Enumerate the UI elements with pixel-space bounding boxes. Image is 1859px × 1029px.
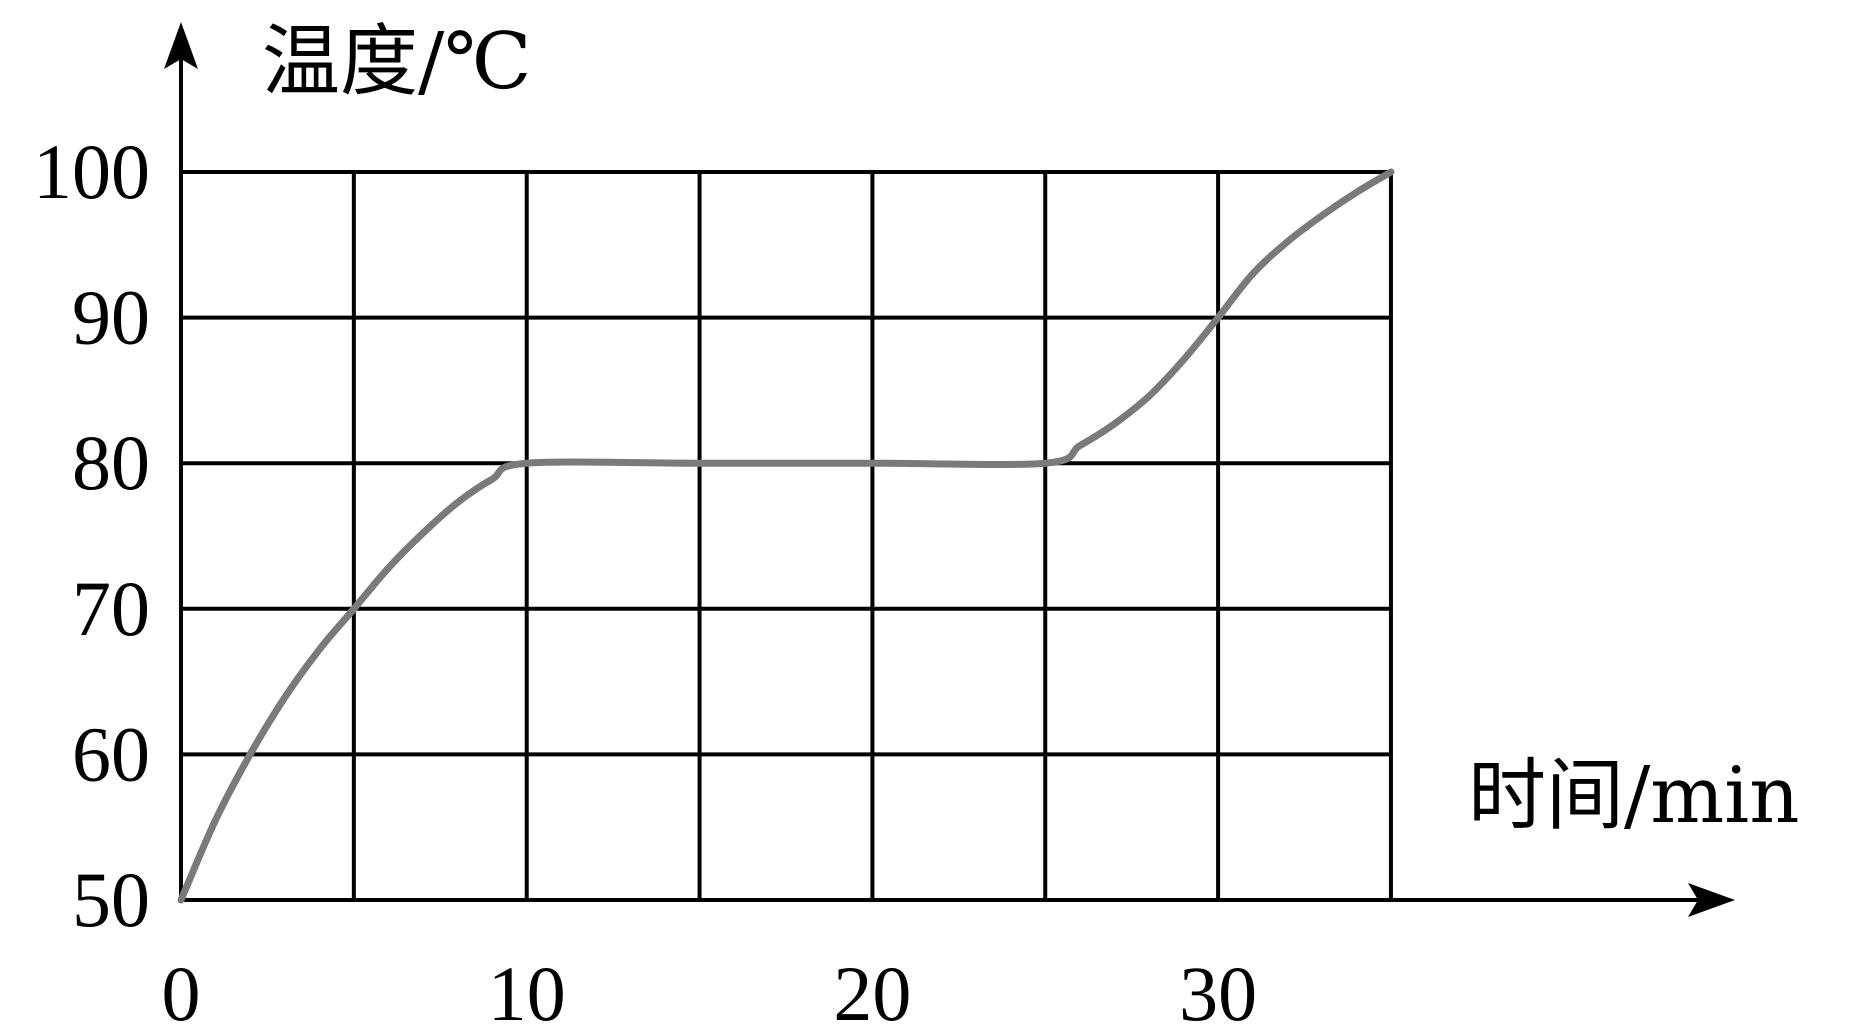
y-axis-arrow-icon (164, 22, 198, 69)
tick-labels: 50 60 70 80 90 100 0 10 20 30 (33, 128, 1257, 1029)
y-tick-label: 90 (72, 274, 150, 361)
y-tick-label: 50 (72, 856, 150, 943)
y-tick-label: 80 (72, 419, 150, 506)
series-group (177, 168, 1395, 904)
series-line (177, 168, 1395, 904)
grid (181, 170, 1393, 900)
x-tick-label: 0 (162, 950, 201, 1029)
x-tick-label: 10 (488, 950, 566, 1029)
y-tick-label: 60 (72, 710, 150, 797)
y-tick-label: 100 (33, 128, 150, 215)
y-axis-title: 温度/℃ (262, 17, 532, 107)
x-axis-arrow-icon (1688, 883, 1735, 917)
x-tick-label: 20 (833, 950, 911, 1029)
x-axis-title: 时间/min (1468, 751, 1799, 841)
axes (164, 22, 1735, 917)
y-tick-label: 70 (72, 565, 150, 652)
x-tick-label: 30 (1179, 950, 1257, 1029)
